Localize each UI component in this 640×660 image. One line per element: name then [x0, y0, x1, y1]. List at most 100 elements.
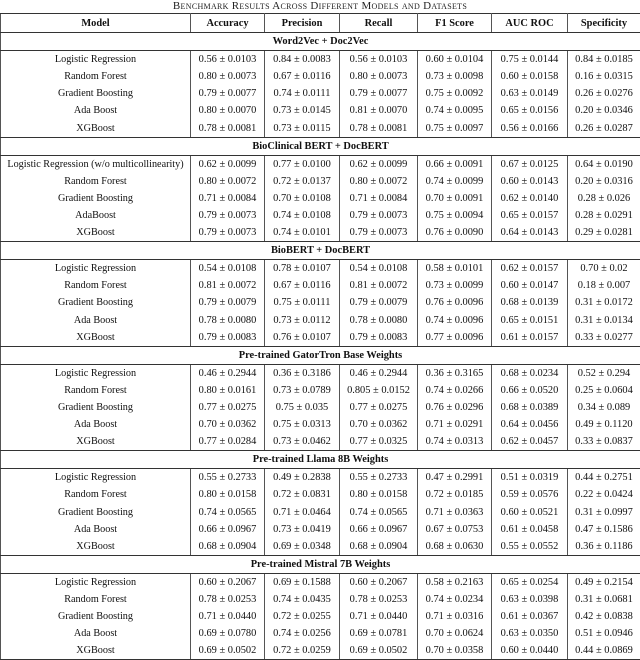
metric-cell: 0.805 ± 0.0152: [340, 382, 418, 399]
metric-cell: 0.79 ± 0.0073: [191, 224, 265, 242]
metric-cell: 0.84 ± 0.0083: [265, 51, 340, 69]
metric-cell: 0.74 ± 0.0234: [418, 591, 492, 608]
section-title: Pre-trained Llama 8B Weights: [1, 451, 640, 469]
metric-cell: 0.69 ± 0.0348: [265, 538, 340, 556]
metric-cell: 0.74 ± 0.0565: [340, 504, 418, 521]
metric-cell: 0.56 ± 0.0103: [191, 51, 265, 69]
metric-cell: 0.74 ± 0.0313: [418, 433, 492, 451]
metric-cell: 0.75 ± 0.0097: [418, 119, 492, 137]
metric-cell: 0.78 ± 0.0080: [340, 312, 418, 329]
metric-cell: 0.66 ± 0.0967: [191, 521, 265, 538]
metric-cell: 0.71 ± 0.0464: [265, 504, 340, 521]
metric-cell: 0.78 ± 0.0253: [340, 591, 418, 608]
metric-cell: 0.74 ± 0.0435: [265, 591, 340, 608]
metric-cell: 0.73 ± 0.0115: [265, 119, 340, 137]
model-name: Ada Boost: [1, 521, 191, 538]
metric-cell: 0.29 ± 0.0281: [568, 224, 640, 242]
metric-cell: 0.79 ± 0.0083: [191, 329, 265, 347]
metric-cell: 0.79 ± 0.0083: [340, 329, 418, 347]
metric-cell: 0.71 ± 0.0084: [340, 190, 418, 207]
metric-cell: 0.22 ± 0.0424: [568, 486, 640, 503]
metric-cell: 0.55 ± 0.2733: [340, 469, 418, 487]
metric-cell: 0.60 ± 0.0440: [492, 642, 568, 660]
model-name: AdaBoost: [1, 207, 191, 224]
metric-cell: 0.75 ± 0.0144: [492, 51, 568, 69]
metric-cell: 0.77 ± 0.0100: [265, 155, 340, 173]
metric-cell: 0.67 ± 0.0125: [492, 155, 568, 173]
metric-cell: 0.62 ± 0.0099: [340, 155, 418, 173]
column-header-accuracy: Accuracy: [191, 14, 265, 33]
metric-cell: 0.74 ± 0.0111: [265, 85, 340, 102]
section-title: BioClinical BERT + DocBERT: [1, 137, 640, 155]
metric-cell: 0.18 ± 0.007: [568, 277, 640, 294]
metric-cell: 0.68 ± 0.0904: [340, 538, 418, 556]
metric-cell: 0.73 ± 0.0462: [265, 433, 340, 451]
metric-cell: 0.73 ± 0.0145: [265, 102, 340, 119]
metric-cell: 0.76 ± 0.0096: [418, 294, 492, 311]
column-header-recall: Recall: [340, 14, 418, 33]
metric-cell: 0.58 ± 0.2163: [418, 573, 492, 591]
metric-cell: 0.70 ± 0.02: [568, 260, 640, 278]
model-name: Gradient Boosting: [1, 608, 191, 625]
metric-cell: 0.72 ± 0.0137: [265, 173, 340, 190]
column-header-specificity: Specificity: [568, 14, 640, 33]
model-name: Ada Boost: [1, 312, 191, 329]
metric-cell: 0.71 ± 0.0084: [191, 190, 265, 207]
metric-cell: 0.34 ± 0.089: [568, 399, 640, 416]
section-header: Word2Vec + Doc2Vec: [1, 33, 640, 51]
metric-cell: 0.64 ± 0.0143: [492, 224, 568, 242]
model-name: Gradient Boosting: [1, 399, 191, 416]
section-header: Pre-trained Mistral 7B Weights: [1, 555, 640, 573]
metric-cell: 0.74 ± 0.0108: [265, 207, 340, 224]
metric-cell: 0.74 ± 0.0256: [265, 625, 340, 642]
metric-cell: 0.31 ± 0.0172: [568, 294, 640, 311]
section-header: Pre-trained Llama 8B Weights: [1, 451, 640, 469]
metric-cell: 0.16 ± 0.0315: [568, 68, 640, 85]
model-name: XGBoost: [1, 538, 191, 556]
metric-cell: 0.49 ± 0.2154: [568, 573, 640, 591]
metric-cell: 0.77 ± 0.0275: [191, 399, 265, 416]
metric-cell: 0.77 ± 0.0284: [191, 433, 265, 451]
model-name: Random Forest: [1, 68, 191, 85]
model-name: Random Forest: [1, 382, 191, 399]
metric-cell: 0.44 ± 0.0869: [568, 642, 640, 660]
column-header-auc-roc: AUC ROC: [492, 14, 568, 33]
model-name: Ada Boost: [1, 416, 191, 433]
metric-cell: 0.65 ± 0.0157: [492, 207, 568, 224]
metric-cell: 0.55 ± 0.0552: [492, 538, 568, 556]
section-header: BioBERT + DocBERT: [1, 242, 640, 260]
metric-cell: 0.60 ± 0.0104: [418, 51, 492, 69]
metric-cell: 0.79 ± 0.0079: [191, 294, 265, 311]
model-name: Random Forest: [1, 591, 191, 608]
metric-cell: 0.75 ± 0.035: [265, 399, 340, 416]
metric-cell: 0.75 ± 0.0313: [265, 416, 340, 433]
metric-cell: 0.59 ± 0.0576: [492, 486, 568, 503]
metric-cell: 0.72 ± 0.0185: [418, 486, 492, 503]
metric-cell: 0.74 ± 0.0565: [191, 504, 265, 521]
metric-cell: 0.67 ± 0.0753: [418, 521, 492, 538]
metric-cell: 0.74 ± 0.0101: [265, 224, 340, 242]
model-name: Gradient Boosting: [1, 85, 191, 102]
section-title: Pre-trained GatorTron Base Weights: [1, 346, 640, 364]
metric-cell: 0.80 ± 0.0158: [191, 486, 265, 503]
metric-cell: 0.26 ± 0.0276: [568, 85, 640, 102]
metric-cell: 0.33 ± 0.0837: [568, 433, 640, 451]
metric-cell: 0.78 ± 0.0253: [191, 591, 265, 608]
metric-cell: 0.61 ± 0.0157: [492, 329, 568, 347]
table-caption: Benchmark Results Across Different Model…: [0, 0, 640, 12]
model-name: Gradient Boosting: [1, 190, 191, 207]
metric-cell: 0.77 ± 0.0275: [340, 399, 418, 416]
model-name: Random Forest: [1, 173, 191, 190]
